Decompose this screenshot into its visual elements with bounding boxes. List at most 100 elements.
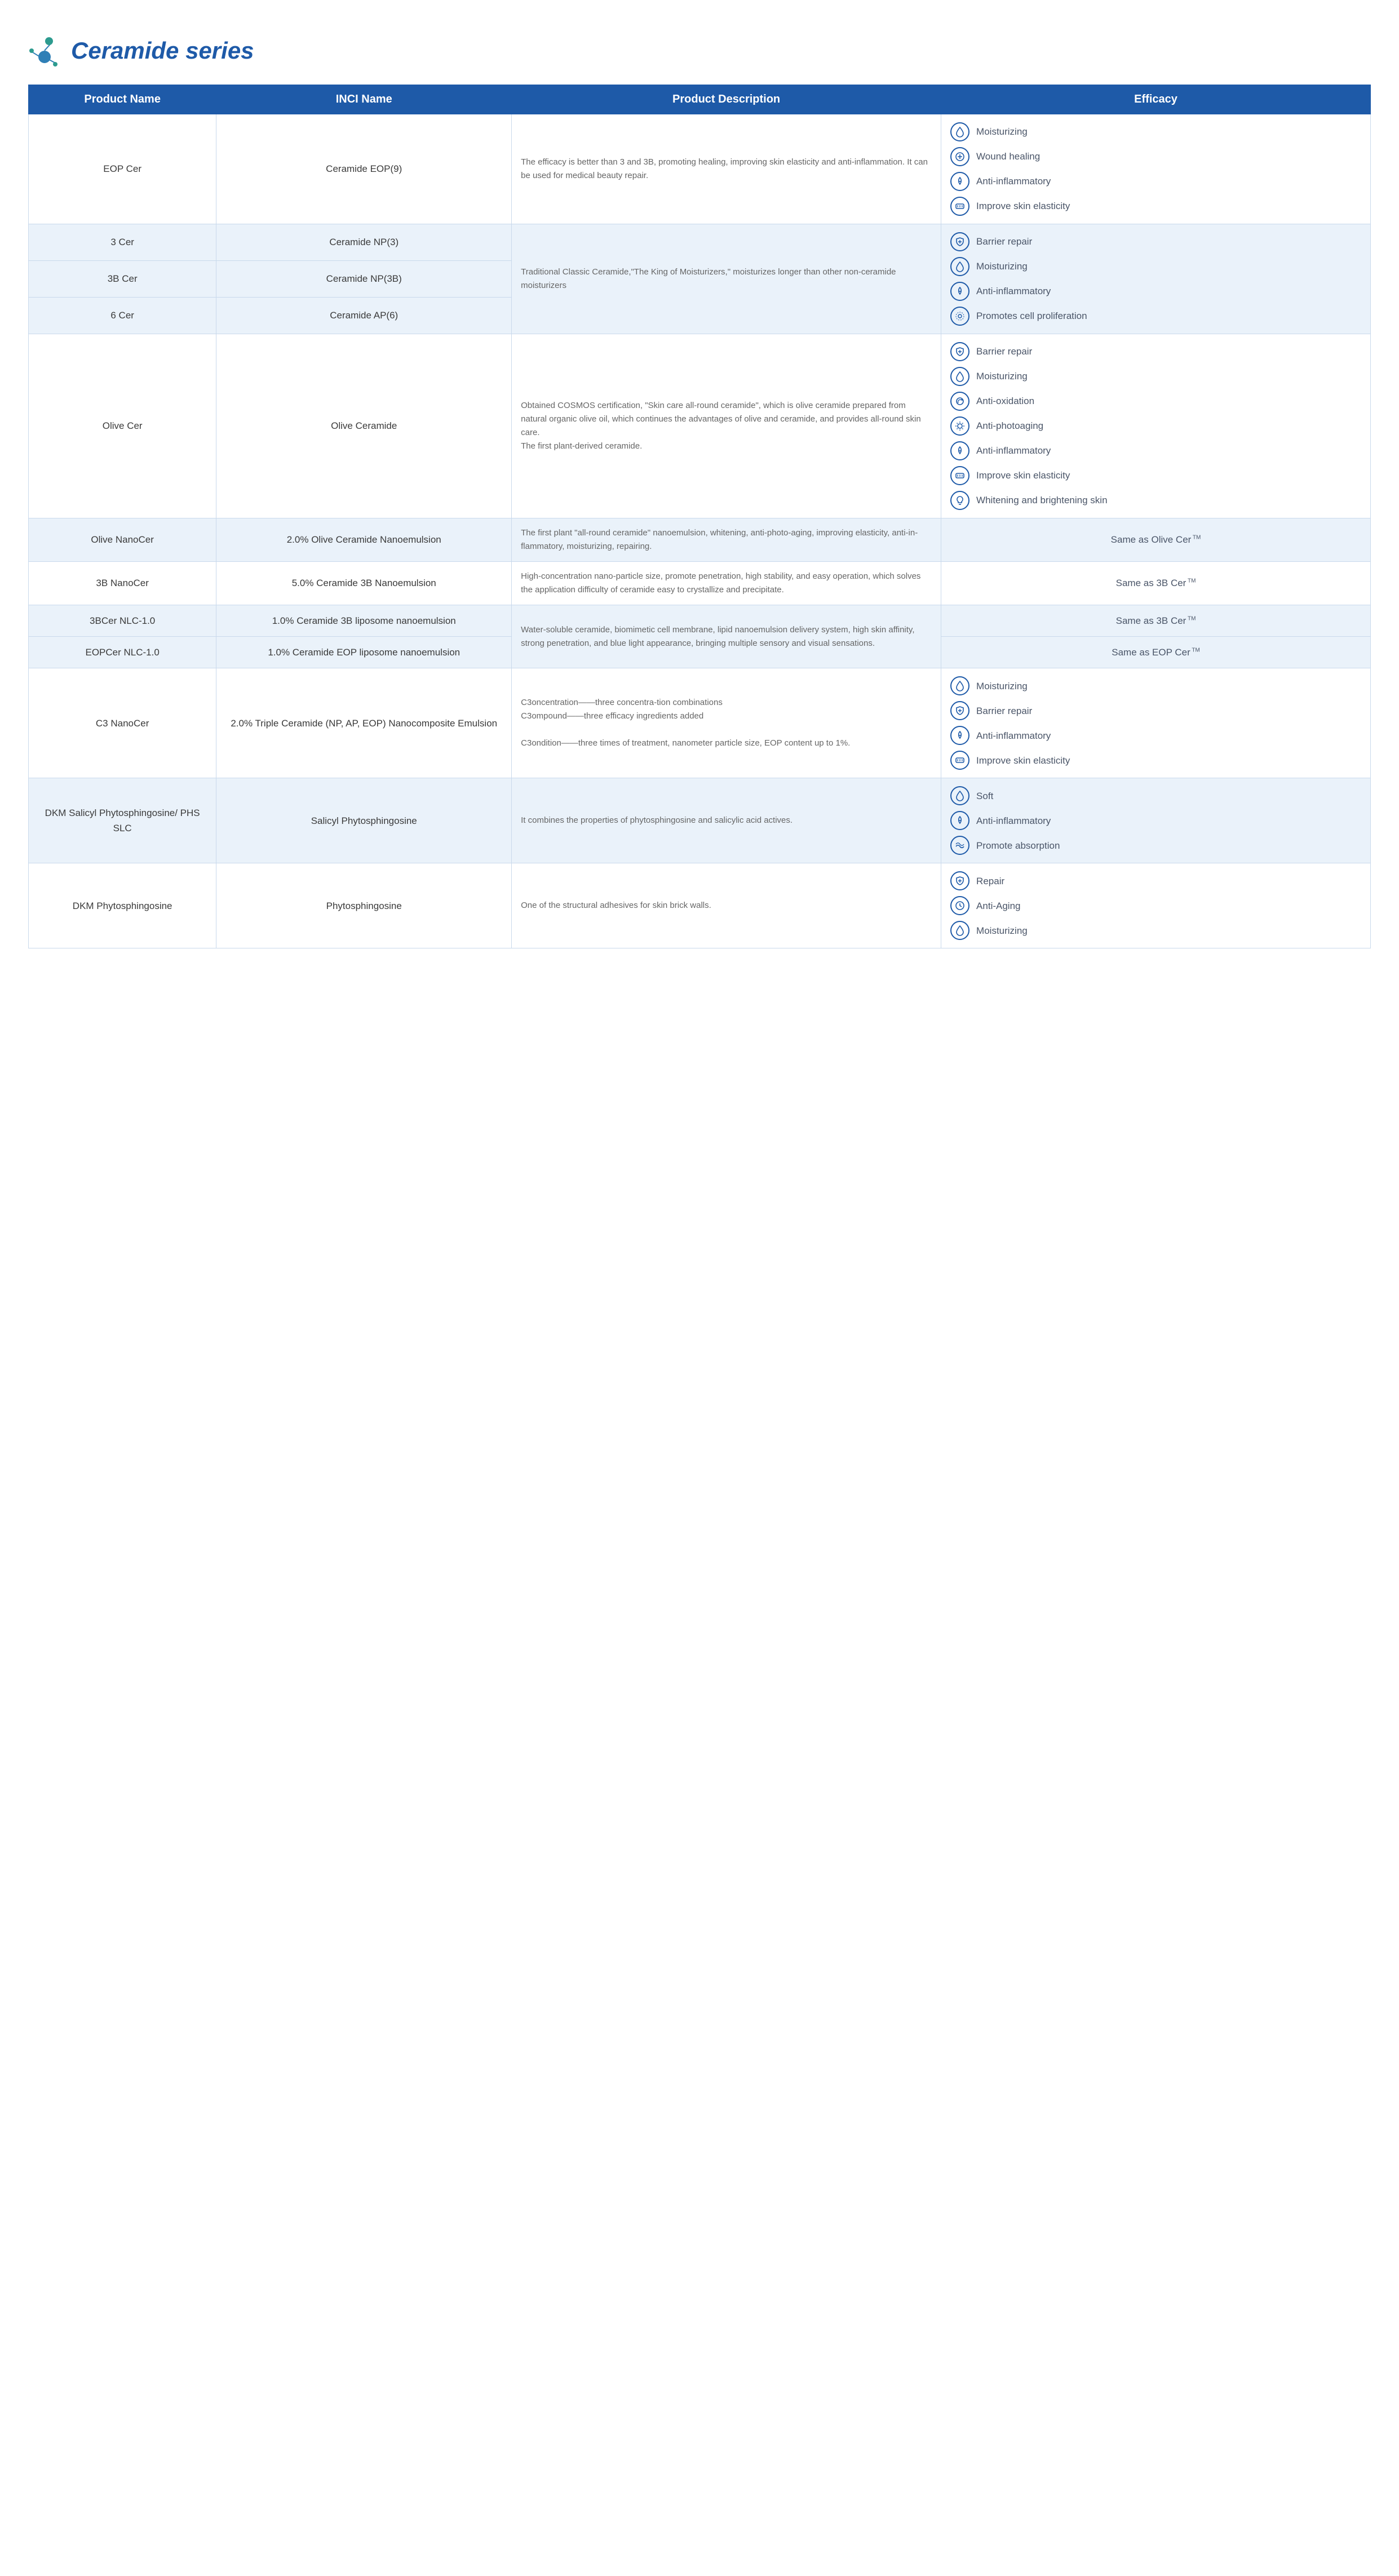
shield-icon [950,871,969,890]
efficacy-label: Anti-photoaging [976,418,1043,433]
table-row: DKM Salicyl Phytosphingosine/ PHS SLC Sa… [29,778,1371,863]
efficacy-item: Moisturizing [950,921,1361,940]
cell-eff: Barrier repair Moisturizing Anti-inflammat… [941,224,1371,334]
elastic-icon [950,197,969,216]
cell-eff: SoftAnti-inflammatoryPromote absorption [941,778,1371,863]
efficacy-label: Wound healing [976,149,1040,164]
table-row: EOP Cer Ceramide EOP(9) The efficacy is … [29,114,1371,224]
efficacy-label: Anti-inflammatory [976,443,1051,458]
efficacy-label: Anti-inflammatory [976,283,1051,299]
efficacy-item: Moisturizing [950,122,1361,141]
bright-icon [950,491,969,510]
efficacy-item: Anti-Aging [950,896,1361,915]
cell-product: 3B NanoCer [29,562,216,605]
efficacy-label: Moisturizing [976,259,1028,274]
cell-desc: It combines the properties of phytosphin… [512,778,941,863]
cell-inci: 1.0% Ceramide 3B liposome nanoemulsion [216,605,512,637]
table-row: Olive Cer Olive Ceramide Obtained COSMOS… [29,334,1371,518]
efficacy-label: Moisturizing [976,369,1028,384]
efficacy-item: Improve skin elasticity [950,466,1361,485]
cell-product: 3B Cer [29,261,216,298]
cell-product: Olive Cer [29,334,216,518]
th-eff: Efficacy [941,85,1371,114]
elastic-icon [950,466,969,485]
cell-eff: Moisturizing Wound healing Anti-inflammato… [941,114,1371,224]
page-header: Ceramide series [28,34,1371,68]
th-desc: Product Description [512,85,941,114]
page-title: Ceramide series [71,37,254,64]
cell-product: DKM Salicyl Phytosphingosine/ PHS SLC [29,778,216,863]
cell-inci: 2.0% Triple Ceramide (NP, AP, EOP) Nanoc… [216,668,512,778]
cell-eff: MoisturizingBarrier repairAnti-inflammat… [941,668,1371,778]
cell-desc: Traditional Classic Ceramide,"The King o… [512,224,941,334]
drop-icon [950,676,969,695]
efficacy-label: Barrier repair [976,344,1032,359]
drop-icon [950,122,969,141]
cell-eff: Same as Olive Cer TM [941,518,1371,562]
th-inci: INCI Name [216,85,512,114]
cell-inci: Olive Ceramide [216,334,512,518]
cell-product: DKM Phytosphingosine [29,863,216,948]
cell-eff: Same as 3B Cer TM [941,562,1371,605]
cell-eff: Same as 3B Cer TM [941,605,1371,637]
efficacy-label: Promotes cell proliferation [976,308,1087,323]
drop-icon [950,257,969,276]
efficacy-label: Anti-inflammatory [976,813,1051,828]
efficacy-label: Improve skin elasticity [976,753,1070,768]
efficacy-label: Improve skin elasticity [976,468,1070,483]
efficacy-label: Repair [976,874,1004,889]
cell-desc: The efficacy is better than 3 and 3B, pr… [512,114,941,224]
elastic-icon [950,751,969,770]
shield-icon [950,701,969,720]
table-row: DKM Phytosphingosine Phytosphingosine On… [29,863,1371,948]
th-product: Product Name [29,85,216,114]
efficacy-label: Improve skin elasticity [976,198,1070,214]
cell-product: EOP Cer [29,114,216,224]
drop-icon [950,367,969,386]
oxid-icon [950,392,969,411]
anti-icon [950,811,969,830]
efficacy-item: Soft [950,786,1361,805]
efficacy-item: Whitening and brightening skin [950,491,1361,510]
efficacy-item: Promotes cell proliferation [950,307,1361,326]
cell-inci: Salicyl Phytosphingosine [216,778,512,863]
cell-product: Olive NanoCer [29,518,216,562]
efficacy-item: Improve skin elasticity [950,197,1361,216]
table-row: 3B NanoCer 5.0% Ceramide 3B Nanoemulsion… [29,562,1371,605]
anti-icon [950,282,969,301]
anti-icon [950,726,969,745]
efficacy-label: Anti-inflammatory [976,174,1051,189]
shield-icon [950,232,969,251]
cell-product: C3 NanoCer [29,668,216,778]
efficacy-label: Moisturizing [976,679,1028,694]
efficacy-label: Barrier repair [976,703,1032,719]
products-table: Product Name INCI Name Product Descripti… [28,85,1371,948]
shield-icon [950,342,969,361]
cell-inci: 1.0% Ceramide EOP liposome nanoemulsion [216,637,512,668]
molecule-icon [28,34,62,68]
efficacy-label: Whitening and brightening skin [976,493,1107,508]
cell-desc: The first plant "all-round ceramide" nan… [512,518,941,562]
efficacy-item: Anti-inflammatory [950,172,1361,191]
drop-icon [950,786,969,805]
photo-icon [950,416,969,436]
cell-desc: Water-soluble ceramide, biomimetic cell … [512,605,941,668]
absorb-icon [950,836,969,855]
efficacy-item: Anti-inflammatory [950,811,1361,830]
cell-desc: C3oncentration——three concentra-tion com… [512,668,941,778]
efficacy-item: Barrier repair [950,342,1361,361]
table-row: 3 Cer Ceramide NP(3) Traditional Classic… [29,224,1371,261]
efficacy-item: Improve skin elasticity [950,751,1361,770]
efficacy-item: Anti-photoaging [950,416,1361,436]
cell-inci: Ceramide AP(6) [216,298,512,334]
cell-product: EOPCer NLC-1.0 [29,637,216,668]
efficacy-label: Barrier repair [976,234,1032,249]
cell-icon [950,307,969,326]
table-row: 3BCer NLC-1.0 1.0% Ceramide 3B liposome … [29,605,1371,637]
table-row: C3 NanoCer 2.0% Triple Ceramide (NP, AP,… [29,668,1371,778]
efficacy-label: Anti-Aging [976,898,1020,914]
efficacy-label: Soft [976,788,993,804]
table-header-row: Product Name INCI Name Product Descripti… [29,85,1371,114]
efficacy-item: Moisturizing [950,257,1361,276]
efficacy-item: Wound healing [950,147,1361,166]
